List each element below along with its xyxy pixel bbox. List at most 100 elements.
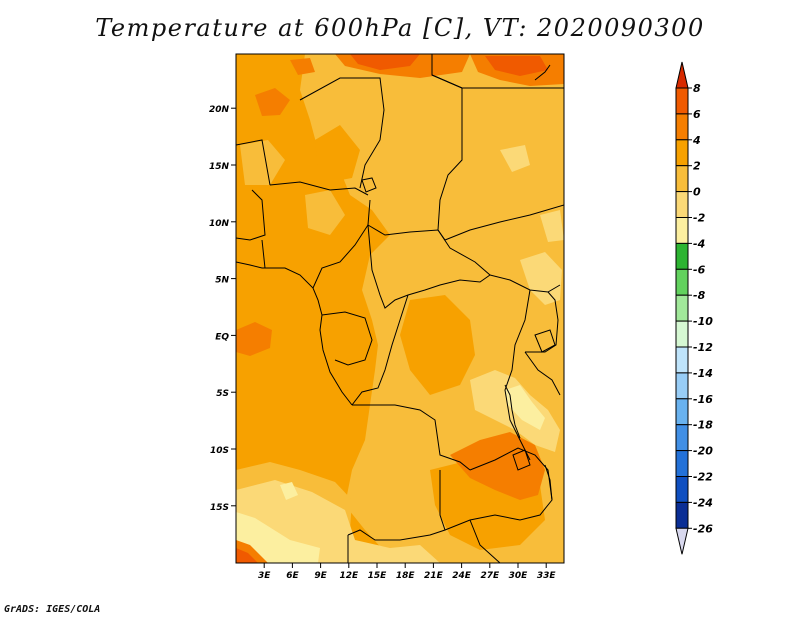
lat-tick-label: 10N: [209, 219, 230, 229]
colorbar-label: 8: [693, 82, 701, 95]
map-title: Temperature at 600hPa [C], VT: 202009030…: [95, 14, 705, 42]
border-angola-zambia: [347, 470, 446, 541]
country-borders: [236, 54, 564, 563]
lon-tick-label: 27E: [480, 571, 500, 581]
lat-tick-label: 15N: [209, 162, 230, 172]
border-chad-niger: [299, 77, 385, 189]
grads-credit: GrADS: IGES/COLA: [4, 604, 101, 615]
lon-tick-label: 12E: [339, 571, 359, 581]
colorbar-label: -18: [693, 419, 713, 432]
border-sudan-south-sudan: [444, 204, 564, 241]
colorbar-segment: [675, 346, 689, 374]
colorbar-segment: [675, 191, 689, 219]
lon-tick-label: 9E: [314, 571, 327, 581]
colorbar-label: -2: [693, 212, 706, 225]
colorbar-label: -8: [693, 289, 706, 302]
lat-tick-label: 20N: [209, 105, 230, 115]
field-2-to-4: [400, 295, 475, 395]
field-6-to-8: [485, 56, 548, 76]
border-car: [367, 224, 491, 309]
coastline-west-africa: [236, 261, 353, 406]
field-minus4-to-minus2: [280, 482, 298, 500]
lon-tick-label: 24E: [452, 571, 472, 581]
colorbar-label: -16: [693, 393, 713, 406]
lat-tick-label: EQ: [215, 332, 229, 342]
temperature-field: [236, 54, 564, 563]
longitude-axis: 3E 6E 9E 12E 15E 18E 21E 24E 27E 30E 33E: [258, 563, 556, 581]
lon-tick-label: 6E: [286, 571, 299, 581]
colorbar-label: -6: [693, 263, 706, 276]
lake-chad: [361, 177, 377, 193]
colorbar-label: 0: [693, 186, 701, 199]
colorbar-label: -4: [693, 237, 705, 250]
border-congo-drc: [351, 294, 409, 406]
border-niger-nigeria: [269, 181, 369, 196]
colorbar: 8 6 4 2 0 -2 -4 -6 -8 -10 -12 -14 -16 -18 -20 -22 -24 -26: [675, 61, 713, 555]
field-2-to-4: [315, 125, 360, 182]
colorbar-top-arrow: [675, 61, 689, 89]
colorbar-label: 2: [693, 160, 701, 173]
border-west-states: [236, 139, 271, 269]
lat-tick-label: 15S: [210, 503, 229, 513]
colorbar-segment: [675, 372, 689, 400]
colorbar-segment: [675, 217, 689, 244]
border-zimbabwe: [469, 519, 501, 563]
colorbar-label: -10: [693, 315, 713, 328]
field-4-to-6: [236, 322, 272, 356]
colorbar-segment: [675, 294, 689, 322]
lake-tanganyika: [504, 384, 521, 439]
colorbar-segment: [675, 242, 689, 270]
colorbar-segment: [675, 398, 689, 426]
lat-tick-label: 5S: [216, 389, 229, 399]
colorbar-label: 4: [692, 134, 701, 147]
field-minus2-to-0: [540, 210, 564, 242]
colorbar-segment: [675, 424, 689, 452]
lake-malawi: [544, 464, 553, 501]
lon-tick-label: 3E: [258, 571, 271, 581]
field-minus2-to-0: [520, 252, 562, 305]
lon-tick-label: 30E: [509, 571, 529, 581]
colorbar-segment: [675, 476, 689, 503]
colorbar-label: -26: [693, 522, 713, 535]
colorbar-segment: [675, 450, 689, 478]
colorbar-label: -12: [693, 341, 713, 354]
colorbar-segment: [675, 165, 689, 193]
colorbar-segment: [675, 87, 689, 115]
lake-mweru: [512, 449, 531, 471]
lon-tick-label: 21E: [424, 571, 444, 581]
colorbar-segment: [675, 501, 689, 529]
colorbar-label: -14: [693, 367, 713, 380]
border-drc-east: [504, 289, 531, 461]
field-4-to-6: [255, 88, 290, 116]
lon-tick-label: 18E: [396, 571, 416, 581]
colorbar-segment: [675, 139, 689, 167]
field-0-to-2: [305, 190, 345, 235]
field-minus2-to-0: [500, 145, 530, 172]
colorbar-label: 6: [693, 108, 701, 121]
field-6-to-8: [350, 54, 420, 70]
colorbar-segment: [675, 268, 689, 296]
field-4-to-6: [290, 58, 315, 75]
field-0-to-2: [240, 140, 285, 185]
field-minus4-to-minus2: [236, 512, 320, 563]
lat-tick-label: 10S: [210, 446, 229, 456]
colorbar-bottom-arrow: [675, 527, 689, 555]
colorbar-segment: [675, 320, 689, 348]
border-nigeria-cameroon: [312, 199, 371, 289]
lat-tick-label: 5N: [215, 276, 229, 286]
field-6-to-8: [236, 548, 258, 563]
lon-tick-label: 33E: [537, 571, 557, 581]
colorbar-label: -20: [693, 445, 713, 458]
colorbar-label: -22: [693, 471, 713, 484]
field-minus4-to-minus2: [505, 385, 545, 430]
map-frame: [235, 53, 565, 564]
latitude-axis: 20N 15N 10N 5N EQ 5S 10S 15S: [209, 105, 236, 513]
colorbar-segment: [675, 113, 689, 141]
colorbar-label: -24: [693, 496, 713, 509]
lon-tick-label: 15E: [368, 571, 388, 581]
lake-victoria: [534, 329, 556, 353]
border-gabon-congo: [321, 311, 373, 366]
border-angola-drc: [352, 404, 471, 471]
